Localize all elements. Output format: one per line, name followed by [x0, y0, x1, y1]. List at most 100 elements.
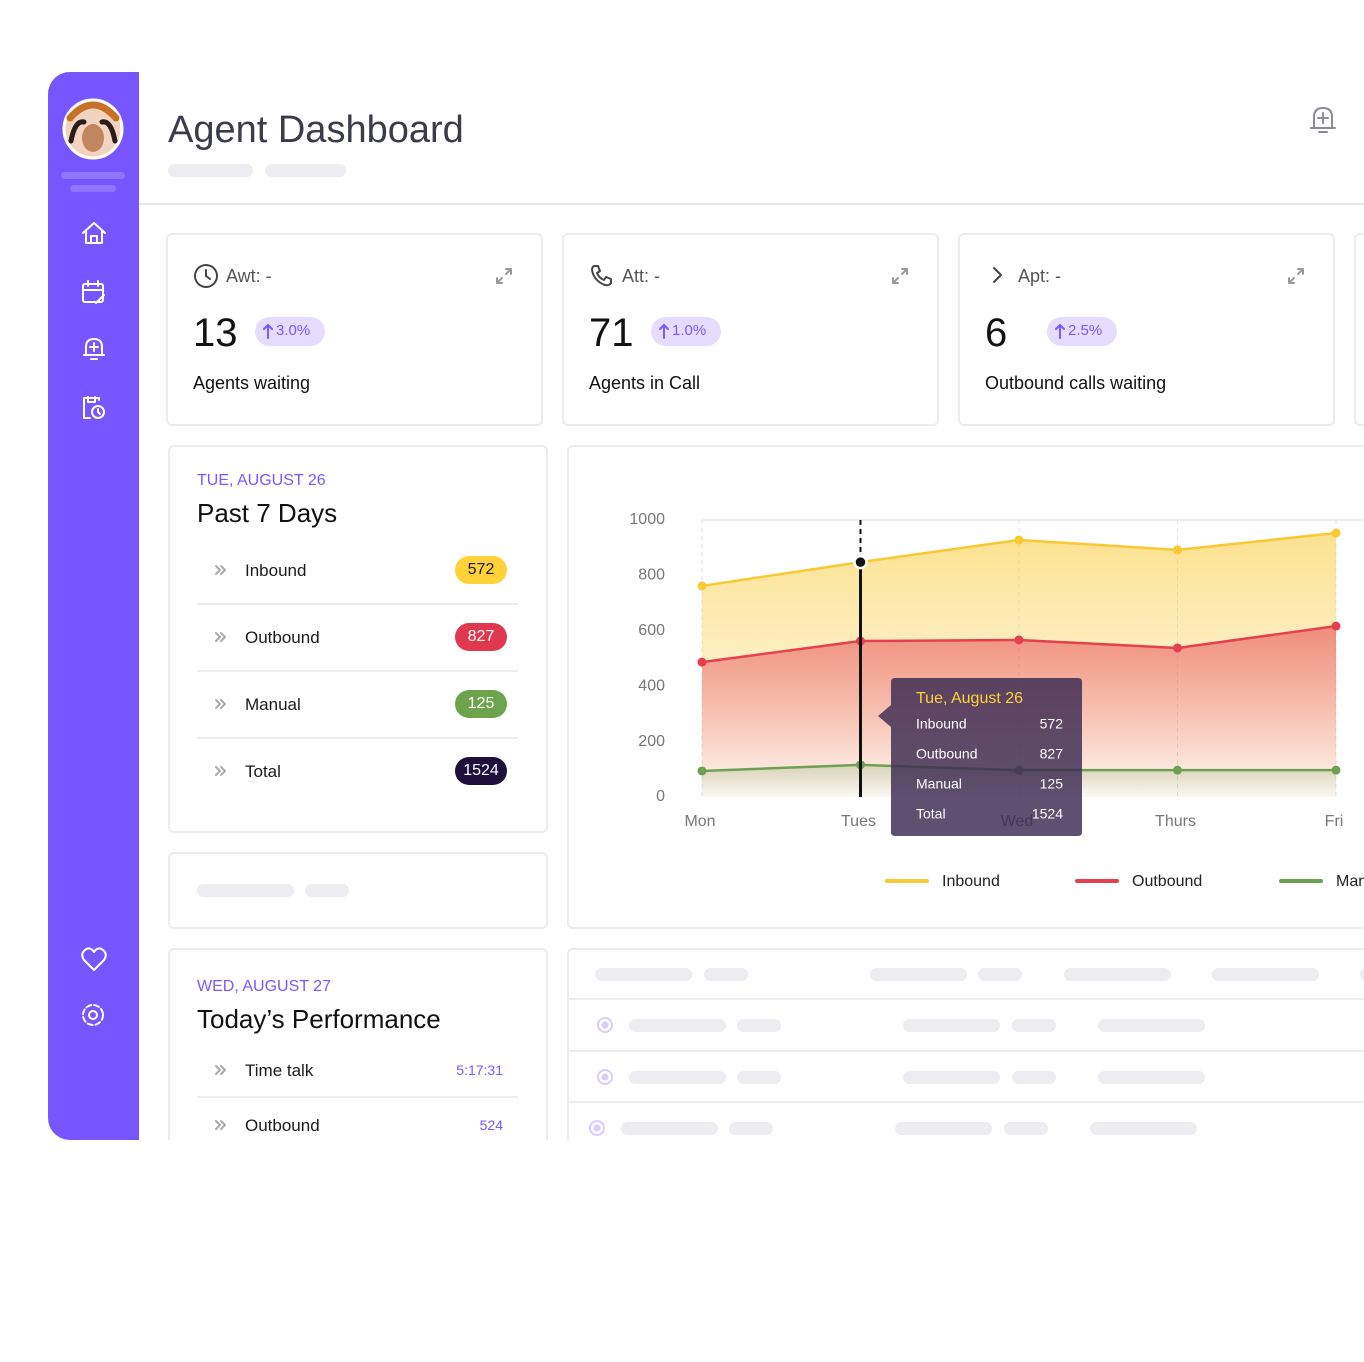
tooltip-label: Inbound	[916, 716, 967, 732]
tooltip-label: Manual	[916, 776, 962, 792]
x-tick-label: Fri	[1325, 813, 1344, 830]
stat-value: 13	[193, 311, 238, 355]
stat-label: Awt: -	[226, 266, 272, 286]
y-tick-label: 200	[638, 733, 665, 750]
placeholder	[595, 968, 692, 981]
point	[1173, 545, 1182, 555]
nav-favorites[interactable]	[81, 947, 107, 971]
y-tick-label: 800	[638, 567, 665, 584]
count-badge: 827	[455, 623, 507, 651]
row-divider	[197, 670, 518, 672]
nav-alerts[interactable]	[83, 338, 105, 360]
nav-home[interactable]	[82, 222, 106, 244]
up-arrow	[659, 324, 669, 339]
x-tick-label: Mon	[684, 813, 715, 830]
avatar-face	[82, 124, 104, 152]
sidebar-icons	[61, 98, 125, 1026]
stat-icon-path	[194, 264, 218, 288]
expand-button[interactable]	[890, 266, 910, 286]
stat-caption: Outbound calls waiting	[985, 373, 1167, 393]
radio	[597, 1017, 613, 1033]
stat-icon	[993, 267, 1002, 283]
notification-button[interactable]	[1308, 104, 1338, 136]
row-chevron-path	[215, 766, 226, 776]
placeholder	[903, 1071, 1000, 1084]
row-chevron-path	[215, 1065, 226, 1075]
stat-icon	[194, 264, 218, 288]
placeholder	[1012, 1019, 1056, 1032]
placeholder	[1360, 968, 1364, 981]
legend-label: Outbound	[1132, 873, 1202, 890]
point	[1014, 635, 1024, 645]
radio-dot	[601, 1073, 609, 1081]
tooltip-value: 1524	[1032, 806, 1063, 822]
row-chevron-path	[215, 632, 226, 642]
y-tick-label: 600	[638, 622, 665, 639]
row-chevron-path	[215, 1120, 226, 1130]
up-arrow	[263, 324, 273, 339]
page-title: Agent Dashboard	[168, 109, 464, 151]
row-label: Manual	[245, 695, 301, 714]
placeholder	[737, 1071, 781, 1084]
stat-card	[166, 233, 543, 426]
radio	[597, 1069, 613, 1085]
placeholder	[1098, 1019, 1205, 1032]
placeholder	[895, 1122, 992, 1135]
placeholder	[197, 884, 294, 897]
radio-dot	[593, 1124, 601, 1132]
expand-button[interactable]	[494, 266, 514, 286]
row-chevron	[215, 1120, 226, 1130]
placeholder	[1090, 1122, 1197, 1135]
stat-icon	[591, 265, 612, 287]
point	[1173, 643, 1182, 653]
app-frame: Agent Dashboard 0 200 400 600 800 1000 Mon Tues…	[48, 72, 1364, 1140]
point	[697, 657, 707, 667]
stat-caption: Agents waiting	[193, 373, 311, 393]
expand-button[interactable]	[1286, 266, 1306, 286]
placeholder	[1004, 1122, 1048, 1135]
placeholder	[870, 968, 967, 981]
stat-change: 1.0%	[672, 322, 707, 339]
placeholder	[629, 1019, 726, 1032]
stat-icon-path	[993, 267, 1002, 283]
tooltip-value: 125	[1040, 776, 1064, 792]
nav-settings[interactable]	[82, 1004, 104, 1026]
point	[1331, 621, 1341, 631]
placeholder	[903, 1019, 1000, 1032]
point	[697, 581, 707, 591]
row-label: Inbound	[245, 561, 307, 580]
placeholder	[737, 1019, 781, 1032]
sidebar	[48, 72, 139, 1140]
row-chevron	[215, 632, 226, 642]
up-arrow-path	[659, 324, 669, 339]
point	[1173, 765, 1182, 775]
row-value: 5:17:31	[456, 1062, 503, 1078]
card-date: WED, AUGUST 27	[197, 978, 331, 995]
count-badge: 125	[455, 690, 507, 718]
nav-history[interactable]	[83, 396, 105, 419]
stat-label: Att: -	[622, 266, 661, 286]
placeholder	[621, 1122, 718, 1135]
tooltip-label: Outbound	[916, 746, 978, 762]
stat-caption: Agents in Call	[589, 373, 701, 393]
tooltip: Tue, August 26 Inbound 572 Outbound 827 Manua…	[878, 678, 1082, 836]
avatar-hair	[66, 101, 120, 122]
y-tick-label: 1000	[629, 511, 665, 528]
up-arrow-path	[1055, 324, 1065, 339]
placeholder	[1064, 968, 1171, 981]
placeholder	[168, 164, 253, 177]
expand-button-path	[496, 268, 512, 284]
nav-calendar[interactable]	[82, 280, 105, 304]
count-badge: 1524	[455, 757, 507, 785]
stat-card	[562, 233, 939, 426]
tooltip-label: Total	[916, 806, 946, 822]
row-label: Total	[245, 762, 281, 781]
x-tick-label: Thurs	[1155, 813, 1196, 830]
stat-change: 2.5%	[1068, 322, 1103, 339]
stat-card	[1354, 233, 1364, 426]
row-chevron	[215, 1065, 226, 1075]
placeholder	[1098, 1071, 1205, 1084]
stat-value: 6	[985, 311, 1008, 355]
placeholder	[729, 1122, 773, 1135]
